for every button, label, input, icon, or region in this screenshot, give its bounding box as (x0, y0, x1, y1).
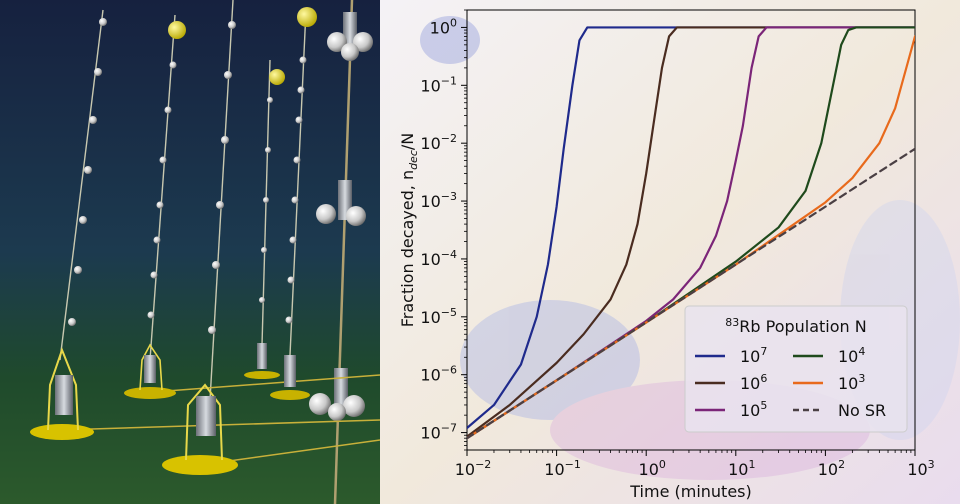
plot-area: 10−2 10−1 100 101 102 103 10−710−610−510−410−… (420, 9, 935, 479)
x-tick-label: 100 (639, 458, 666, 479)
series-lines (467, 26, 915, 440)
legend-item-1e3: 103 (793, 372, 865, 393)
series-line-5 (467, 147, 915, 440)
y-tick-label: 10−1 (420, 74, 457, 95)
svg-text:107: 107 (740, 345, 767, 366)
svg-text:No SR: No SR (838, 401, 886, 420)
svg-text:103: 103 (838, 372, 865, 393)
y-tick-label: 10−2 (420, 132, 457, 153)
x-tick-label: 101 (728, 458, 755, 479)
x-tick-label: 103 (907, 458, 934, 479)
legend-box (684, 305, 908, 433)
legend: 83Rb Population N 107 106 105 104 103 No… (684, 305, 908, 433)
y-tick-label: 10−5 (420, 306, 457, 327)
legend-item-1e6: 106 (695, 372, 767, 393)
y-axis-label: Fraction decayed, ndec/N (398, 133, 420, 328)
svg-text:106: 106 (740, 372, 767, 393)
legend-item-1e7: 107 (695, 345, 767, 366)
legend-item-1e5: 105 (695, 399, 767, 420)
y-tick-label: 10−3 (420, 190, 457, 211)
svg-text:105: 105 (740, 399, 767, 420)
y-tick-label: 10−6 (420, 364, 457, 385)
series-line-3 (467, 26, 915, 440)
x-axis-label: Time (minutes) (629, 482, 752, 501)
series-line-2 (467, 26, 915, 440)
legend-item-1e4: 104 (793, 345, 865, 366)
y-axis: 10−7 10−6 10−5 10−4 10−3 10−2 10−1 100 (420, 9, 467, 451)
x-tick-label: 10−2 (455, 458, 492, 479)
x-tick-label: 10−1 (544, 458, 581, 479)
fraction-decayed-chart: 10−2 10−1 100 101 102 103 10−710−610−510−410−… (380, 0, 960, 504)
y-tick-label: 10−4 (420, 248, 457, 269)
legend-item-no-sr: No SR (793, 401, 886, 420)
legend-title: 83Rb Population N (725, 316, 866, 336)
plot-frame (466, 9, 916, 451)
neutrino-detector-illustration (0, 0, 380, 504)
series-line-0 (467, 26, 915, 430)
y-tick-label: 10−7 (420, 422, 457, 443)
svg-text:104: 104 (838, 345, 865, 366)
series-line-1 (467, 26, 915, 438)
x-tick-label: 102 (818, 458, 845, 479)
x-axis: 10−2 10−1 100 101 102 103 (455, 450, 935, 479)
y-tick-label: 100 (430, 16, 457, 37)
